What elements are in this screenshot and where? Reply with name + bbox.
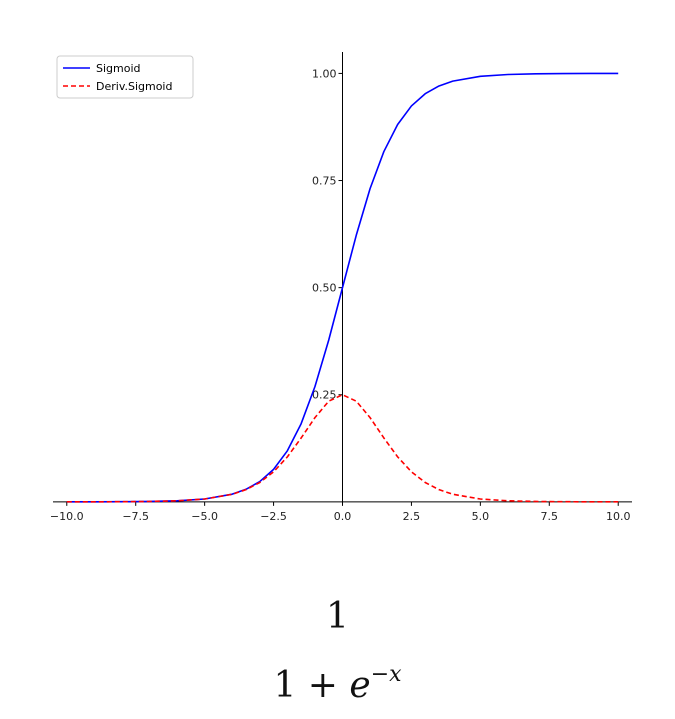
series <box>66 72 619 503</box>
legend-label-deriv-sigmoid: Deriv.Sigmoid <box>96 80 172 93</box>
formula-denominator: 1 + e−x <box>269 645 405 708</box>
axes <box>53 52 632 504</box>
legend-label-sigmoid: Sigmoid <box>96 62 141 75</box>
y-tick-label: 0.25 <box>312 389 337 402</box>
formula-numerator: 1 <box>326 596 349 637</box>
sigmoid-chart: −10.0 −7.5 −5.0 −2.5 0.0 2.5 5.0 7.5 10.0 0.25 0.5… <box>50 52 632 523</box>
x-tick-label: 7.5 <box>541 510 559 523</box>
formula-denominator-base: 1 + <box>273 665 350 706</box>
x-tick-label: −7.5 <box>122 510 149 523</box>
fraction: 1 1 + e−x <box>269 595 405 708</box>
ticks: −10.0 −7.5 −5.0 −2.5 0.0 2.5 5.0 7.5 10.0 0.25 0.5… <box>50 67 631 522</box>
series-line-deriv-sigmoid <box>66 393 619 503</box>
legend: Sigmoid Deriv.Sigmoid <box>56 55 194 99</box>
legend-box <box>56 55 194 99</box>
formula-e: e <box>349 665 371 706</box>
x-tick-label: −5.0 <box>191 510 218 523</box>
y-tick-label: 0.50 <box>312 282 337 295</box>
x-tick-label: −2.5 <box>260 510 287 523</box>
x-tick-label: 2.5 <box>403 510 421 523</box>
x-tick-label: 5.0 <box>472 510 490 523</box>
x-tick-label: 10.0 <box>606 510 631 523</box>
x-tick-label: 0.0 <box>334 510 352 523</box>
y-tick-label: 1.00 <box>312 67 337 80</box>
sigmoid-formula: 1 1 + e−x <box>0 595 675 708</box>
x-tick-label: −10.0 <box>50 510 84 523</box>
formula-exponent: −x <box>370 662 402 687</box>
y-tick-label: 0.75 <box>312 175 337 188</box>
